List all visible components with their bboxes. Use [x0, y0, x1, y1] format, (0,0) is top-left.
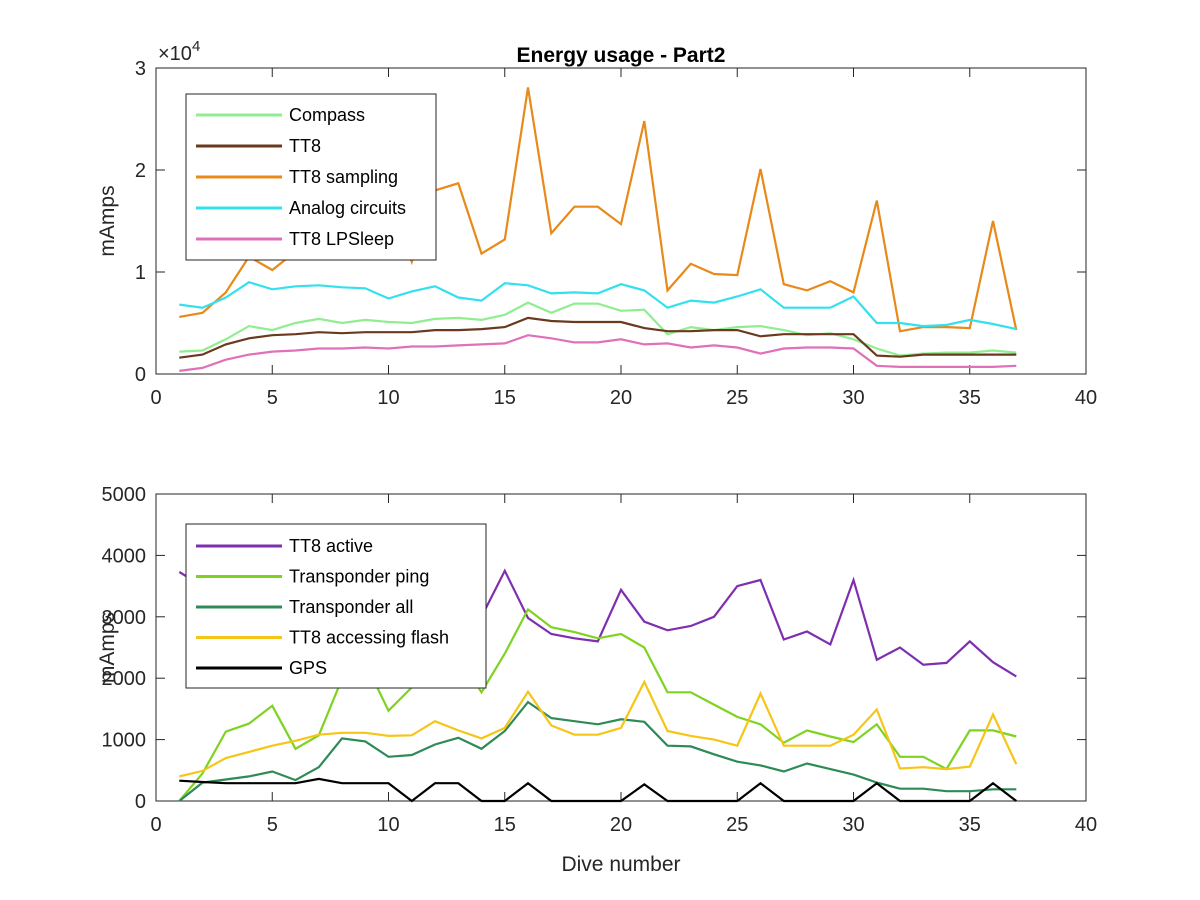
y-tick-label: 0	[135, 791, 146, 813]
y-axis-label: mAmps	[96, 612, 119, 683]
top-chart: 0 5 10 15 20 25 30 35 40 0 1 2 3 ×104 Energy usage - P…	[96, 38, 1097, 409]
series-line-tt8-lpsleep	[179, 334, 1017, 372]
legend-label: GPS	[289, 658, 327, 678]
y-tick-label: 2000	[102, 668, 147, 690]
y-axis-label: mAmps	[96, 185, 119, 256]
x-tick-label: 0	[150, 387, 161, 409]
y-exponent-label: ×104	[158, 38, 200, 65]
x-tick-label: 20	[610, 814, 632, 836]
x-tick-label: 10	[377, 814, 399, 836]
x-tick-label: 25	[726, 387, 748, 409]
chart-title: Energy usage - Part2	[517, 44, 726, 67]
legend-label: TT8 active	[289, 536, 373, 556]
x-tick-label: 5	[267, 814, 278, 836]
x-tick-label: 40	[1075, 387, 1097, 409]
x-tick-label: 30	[842, 387, 864, 409]
legend-label: Compass	[289, 105, 365, 125]
x-tick-label: 35	[959, 814, 981, 836]
legend-label: Transponder all	[289, 597, 413, 617]
legend-label: TT8	[289, 136, 321, 156]
x-tick-label: 10	[377, 387, 399, 409]
legend: Compass TT8 TT8 sampling Analog circuits TT8…	[185, 93, 437, 261]
series-line-compass	[179, 301, 1017, 357]
legend-label: TT8 sampling	[289, 167, 398, 187]
x-tick-label: 35	[959, 387, 981, 409]
x-tick-label: 40	[1075, 814, 1097, 836]
series-line-tt8-accessing-flash	[179, 679, 1018, 778]
series-line-analog-circuits	[179, 280, 1017, 331]
y-tick-label: 1	[135, 262, 146, 284]
x-tick-label: 0	[150, 814, 161, 836]
x-tick-label: 30	[842, 814, 864, 836]
x-tick-label: 25	[726, 814, 748, 836]
series-line-tt8	[179, 316, 1017, 359]
y-tick-label: 0	[135, 364, 146, 386]
y-exponent-power: 4	[192, 38, 200, 55]
x-tick-label: 20	[610, 387, 632, 409]
y-tick-label: 3	[135, 58, 146, 80]
bottom-chart: 0 5 10 15 20 25 30 35 40 0 1000 2000 3000 4000 5000 mAm…	[96, 484, 1097, 876]
x-tick-label: 5	[267, 387, 278, 409]
x-axis-label: Dive number	[561, 853, 680, 876]
x-tick-label: 15	[494, 814, 516, 836]
legend: TT8 active Transponder ping Transponder al…	[185, 523, 487, 689]
legend-label: TT8 LPSleep	[289, 229, 394, 249]
y-tick-label: 3000	[102, 607, 147, 629]
y-tick-label: 4000	[102, 545, 147, 567]
legend-label: Analog circuits	[289, 198, 406, 218]
legend-label: Transponder ping	[289, 567, 429, 587]
series-line-gps	[179, 777, 1017, 803]
y-tick-label: 5000	[102, 484, 147, 506]
x-tick-label: 15	[494, 387, 516, 409]
legend-box	[185, 93, 437, 261]
y-tick-label: 1000	[102, 730, 147, 752]
legend-label: TT8 accessing flash	[289, 628, 449, 648]
y-tick-label: 2	[135, 160, 146, 182]
